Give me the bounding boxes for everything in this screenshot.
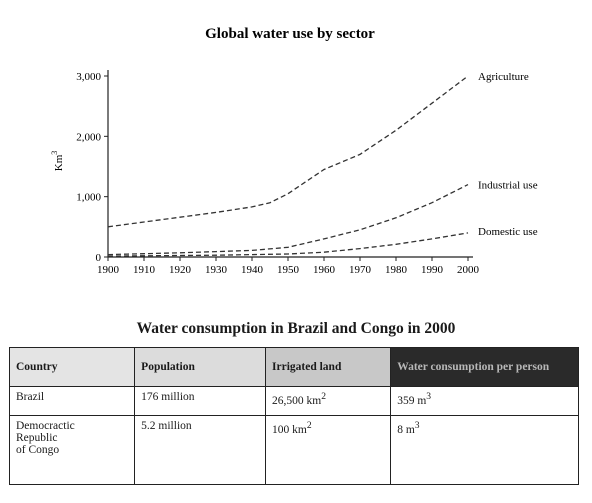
- water-consumption-table: Country Population Irrigated land Water …: [8, 347, 579, 485]
- header-water-consumption: Water consumption per person: [390, 347, 579, 387]
- series-line-domestic-use: [107, 232, 469, 257]
- cell-irrigated-sup: 2: [306, 420, 312, 431]
- cell-country-line: Democractic: [16, 420, 75, 432]
- table-header-row: Country Population Irrigated land Water …: [8, 347, 579, 387]
- x-tick-label: 1930: [205, 264, 228, 276]
- x-tick-label: 1900: [97, 264, 120, 276]
- series-line-agriculture: [107, 75, 469, 228]
- header-irrigated-land: Irrigated land: [265, 347, 392, 387]
- x-tick-label: 1910: [133, 264, 156, 276]
- y-tick-label: 0: [96, 252, 102, 264]
- x-tick-label: 1960: [313, 264, 336, 276]
- cell-country: Brazil: [8, 386, 136, 416]
- cell-country-line: Republic: [16, 432, 58, 444]
- cell-consumption-sup: 3: [414, 420, 420, 431]
- table-title: Water consumption in Brazil and Congo in…: [136, 320, 456, 337]
- series-lines: Agriculture Industrial use Domestic use: [107, 71, 538, 257]
- cell-consumption: 8 m3: [390, 415, 579, 485]
- chart-title: Global water use by sector: [205, 26, 375, 42]
- y-tick-label: 2,000: [76, 131, 101, 143]
- cell-consumption-sup: 3: [426, 391, 432, 402]
- cell-population: 176 million: [134, 386, 267, 416]
- cell-irrigated-sup: 2: [321, 391, 327, 402]
- cell-irrigated-value: 100 km: [272, 423, 307, 436]
- series-label: Agriculture: [478, 71, 529, 83]
- y-axis-title-text: Km: [53, 154, 65, 171]
- cell-country-line: of Congo: [16, 444, 60, 456]
- x-tick-label: 1980: [385, 264, 408, 276]
- header-population: Population: [134, 347, 267, 387]
- x-tick-label: 1970: [349, 264, 372, 276]
- table-row: Democractic Republic of Congo 5.2 millio…: [8, 415, 579, 485]
- x-tick-label: 1940: [241, 264, 264, 276]
- cell-irrigated: 100 km2: [265, 415, 392, 485]
- x-tick-label: 1950: [277, 264, 300, 276]
- cell-irrigated-value: 26,500 km: [272, 394, 322, 407]
- x-tick-label: 1990: [421, 264, 444, 276]
- cell-consumption-value: 8 m: [397, 423, 415, 436]
- cell-country: Democractic Republic of Congo: [8, 415, 136, 485]
- series-line-industrial-use: [107, 184, 469, 256]
- svg-text:Km3: Km3: [50, 151, 65, 172]
- header-country: Country: [8, 347, 136, 387]
- y-axis-title: Km3: [50, 151, 65, 172]
- x-tick-label: 1920: [169, 264, 192, 276]
- cell-irrigated: 26,500 km2: [265, 386, 392, 416]
- table-row: Brazil 176 million 26,500 km2 359 m3: [8, 386, 579, 416]
- y-axis-title-sup: 3: [50, 151, 59, 155]
- series-label: Domestic use: [478, 226, 538, 238]
- axis-ticks: 1900 1910 1920 1930 1940 1950 1960 1970 1980 1990…: [76, 71, 479, 276]
- series-label: Industrial use: [478, 180, 538, 192]
- cell-consumption: 359 m3: [390, 386, 579, 416]
- cell-population: 5.2 million: [134, 415, 267, 485]
- x-tick-label: 2000: [457, 264, 480, 276]
- y-tick-label: 1,000: [76, 192, 101, 204]
- line-chart: Global water use by sector Km3 1900 1910 1…: [50, 26, 538, 276]
- y-tick-label: 3,000: [76, 71, 101, 83]
- cell-consumption-value: 359 m: [397, 394, 427, 407]
